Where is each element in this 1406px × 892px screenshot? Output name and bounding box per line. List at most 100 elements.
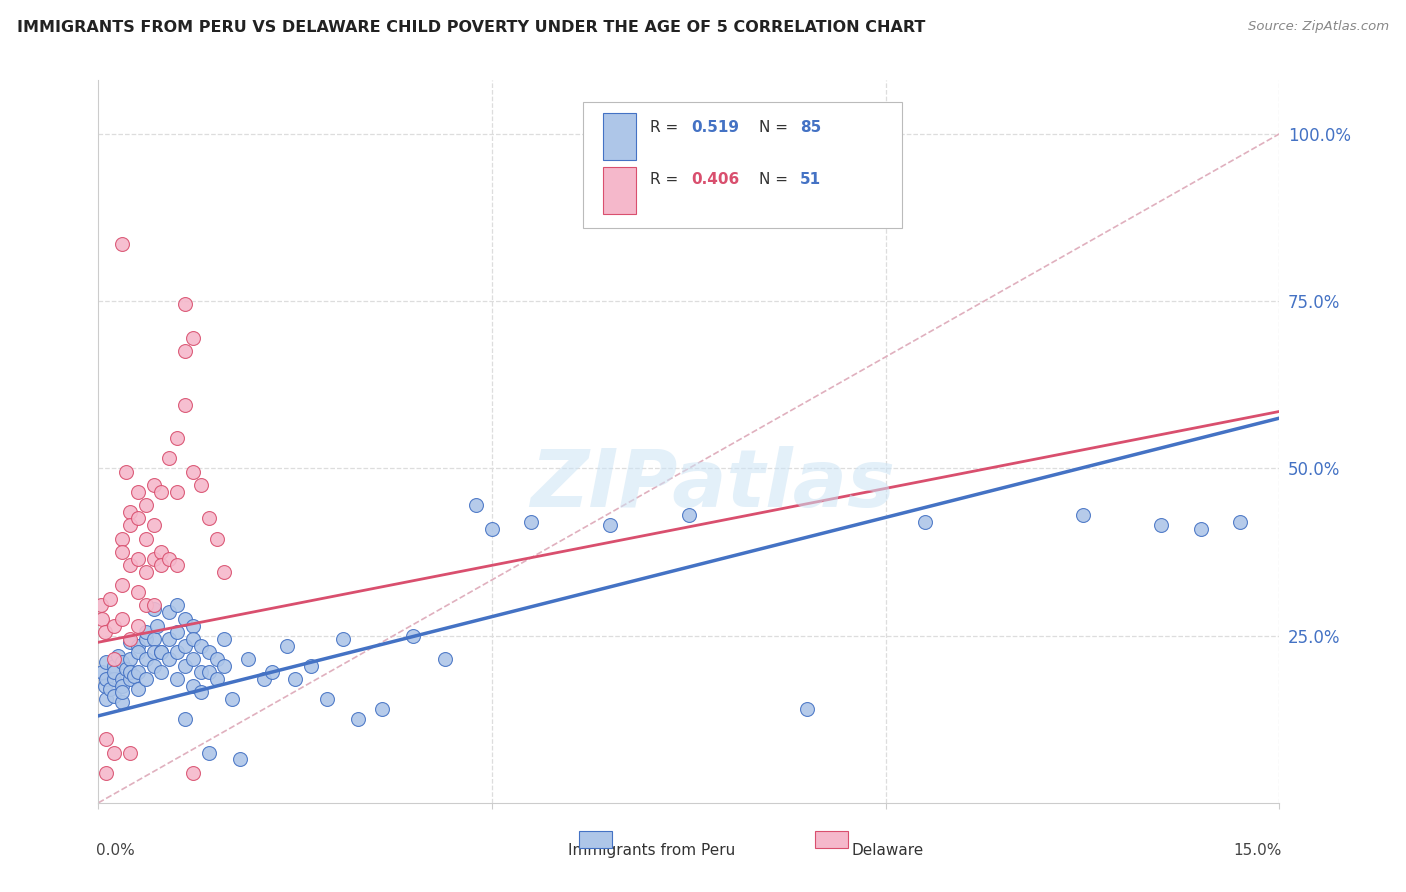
Point	[181, 632, 204, 646]
Point	[150, 484, 173, 499]
Point	[796, 702, 818, 716]
FancyBboxPatch shape	[582, 102, 901, 228]
Point	[135, 625, 157, 640]
Point	[1071, 508, 1094, 523]
Point	[142, 645, 165, 659]
Point	[181, 765, 204, 780]
Point	[96, 692, 118, 706]
Point	[157, 605, 180, 619]
Point	[142, 599, 165, 613]
Point	[91, 665, 114, 680]
Text: N =: N =	[759, 172, 793, 187]
Point	[229, 752, 252, 766]
Point	[127, 681, 149, 696]
Text: 51: 51	[800, 172, 821, 187]
Point	[190, 639, 212, 653]
Point	[174, 639, 197, 653]
Text: 0.519: 0.519	[692, 120, 740, 135]
Point	[190, 665, 212, 680]
Point	[122, 669, 145, 683]
Point	[174, 712, 197, 726]
Text: 15.0%: 15.0%	[1233, 843, 1282, 857]
Point	[402, 628, 425, 642]
Point	[166, 672, 188, 686]
Point	[127, 511, 149, 525]
Point	[127, 645, 149, 659]
Point	[96, 655, 118, 669]
Point	[1189, 521, 1212, 535]
Point	[118, 505, 141, 519]
Point	[157, 632, 180, 646]
Point	[90, 599, 112, 613]
Point	[103, 746, 125, 760]
Point	[98, 681, 121, 696]
Point	[181, 618, 204, 632]
Point	[127, 665, 149, 680]
Point	[93, 625, 115, 640]
Text: 85: 85	[800, 120, 821, 135]
Point	[91, 612, 114, 626]
Point	[166, 599, 188, 613]
Text: Delaware: Delaware	[851, 843, 924, 857]
Point	[127, 618, 149, 632]
Point	[127, 639, 149, 653]
Point	[107, 648, 129, 663]
Point	[98, 591, 121, 606]
Point	[142, 551, 165, 566]
Point	[150, 545, 173, 559]
Point	[174, 398, 197, 412]
Point	[111, 578, 134, 592]
Point	[111, 237, 134, 252]
Point	[115, 465, 138, 479]
Point	[118, 632, 141, 646]
Point	[205, 672, 228, 686]
Point	[520, 515, 543, 529]
Point	[181, 465, 204, 479]
Point	[190, 478, 212, 492]
Text: Source: ZipAtlas.com: Source: ZipAtlas.com	[1249, 20, 1389, 33]
Point	[166, 625, 188, 640]
Point	[127, 551, 149, 566]
Point	[214, 658, 236, 673]
FancyBboxPatch shape	[579, 831, 612, 848]
Point	[150, 558, 173, 573]
Point	[118, 665, 141, 680]
Point	[190, 685, 212, 699]
Point	[1150, 518, 1173, 533]
Text: Immigrants from Peru: Immigrants from Peru	[568, 843, 735, 857]
Point	[214, 565, 236, 579]
Point	[214, 632, 236, 646]
Point	[111, 685, 134, 699]
Point	[118, 635, 141, 649]
Point	[118, 746, 141, 760]
Point	[115, 662, 138, 676]
Point	[347, 712, 370, 726]
Point	[276, 639, 298, 653]
Point	[150, 665, 173, 680]
FancyBboxPatch shape	[603, 112, 636, 160]
Point	[166, 645, 188, 659]
Point	[284, 672, 307, 686]
Point	[111, 672, 134, 686]
Text: ZIPatlas: ZIPatlas	[530, 446, 896, 524]
Point	[135, 652, 157, 666]
Text: 0.406: 0.406	[692, 172, 740, 187]
Point	[166, 484, 188, 499]
Point	[166, 558, 188, 573]
Point	[93, 679, 115, 693]
Text: 0.0%: 0.0%	[96, 843, 135, 857]
Text: R =: R =	[650, 172, 683, 187]
Point	[197, 645, 219, 659]
Point	[103, 672, 125, 686]
Point	[157, 551, 180, 566]
Point	[299, 658, 322, 673]
Point	[481, 521, 503, 535]
Point	[142, 518, 165, 533]
Point	[96, 732, 118, 747]
Text: IMMIGRANTS FROM PERU VS DELAWARE CHILD POVERTY UNDER THE AGE OF 5 CORRELATION CH: IMMIGRANTS FROM PERU VS DELAWARE CHILD P…	[17, 20, 925, 35]
Point	[103, 689, 125, 703]
Point	[260, 665, 283, 680]
FancyBboxPatch shape	[815, 831, 848, 848]
FancyBboxPatch shape	[603, 167, 636, 214]
Point	[174, 658, 197, 673]
